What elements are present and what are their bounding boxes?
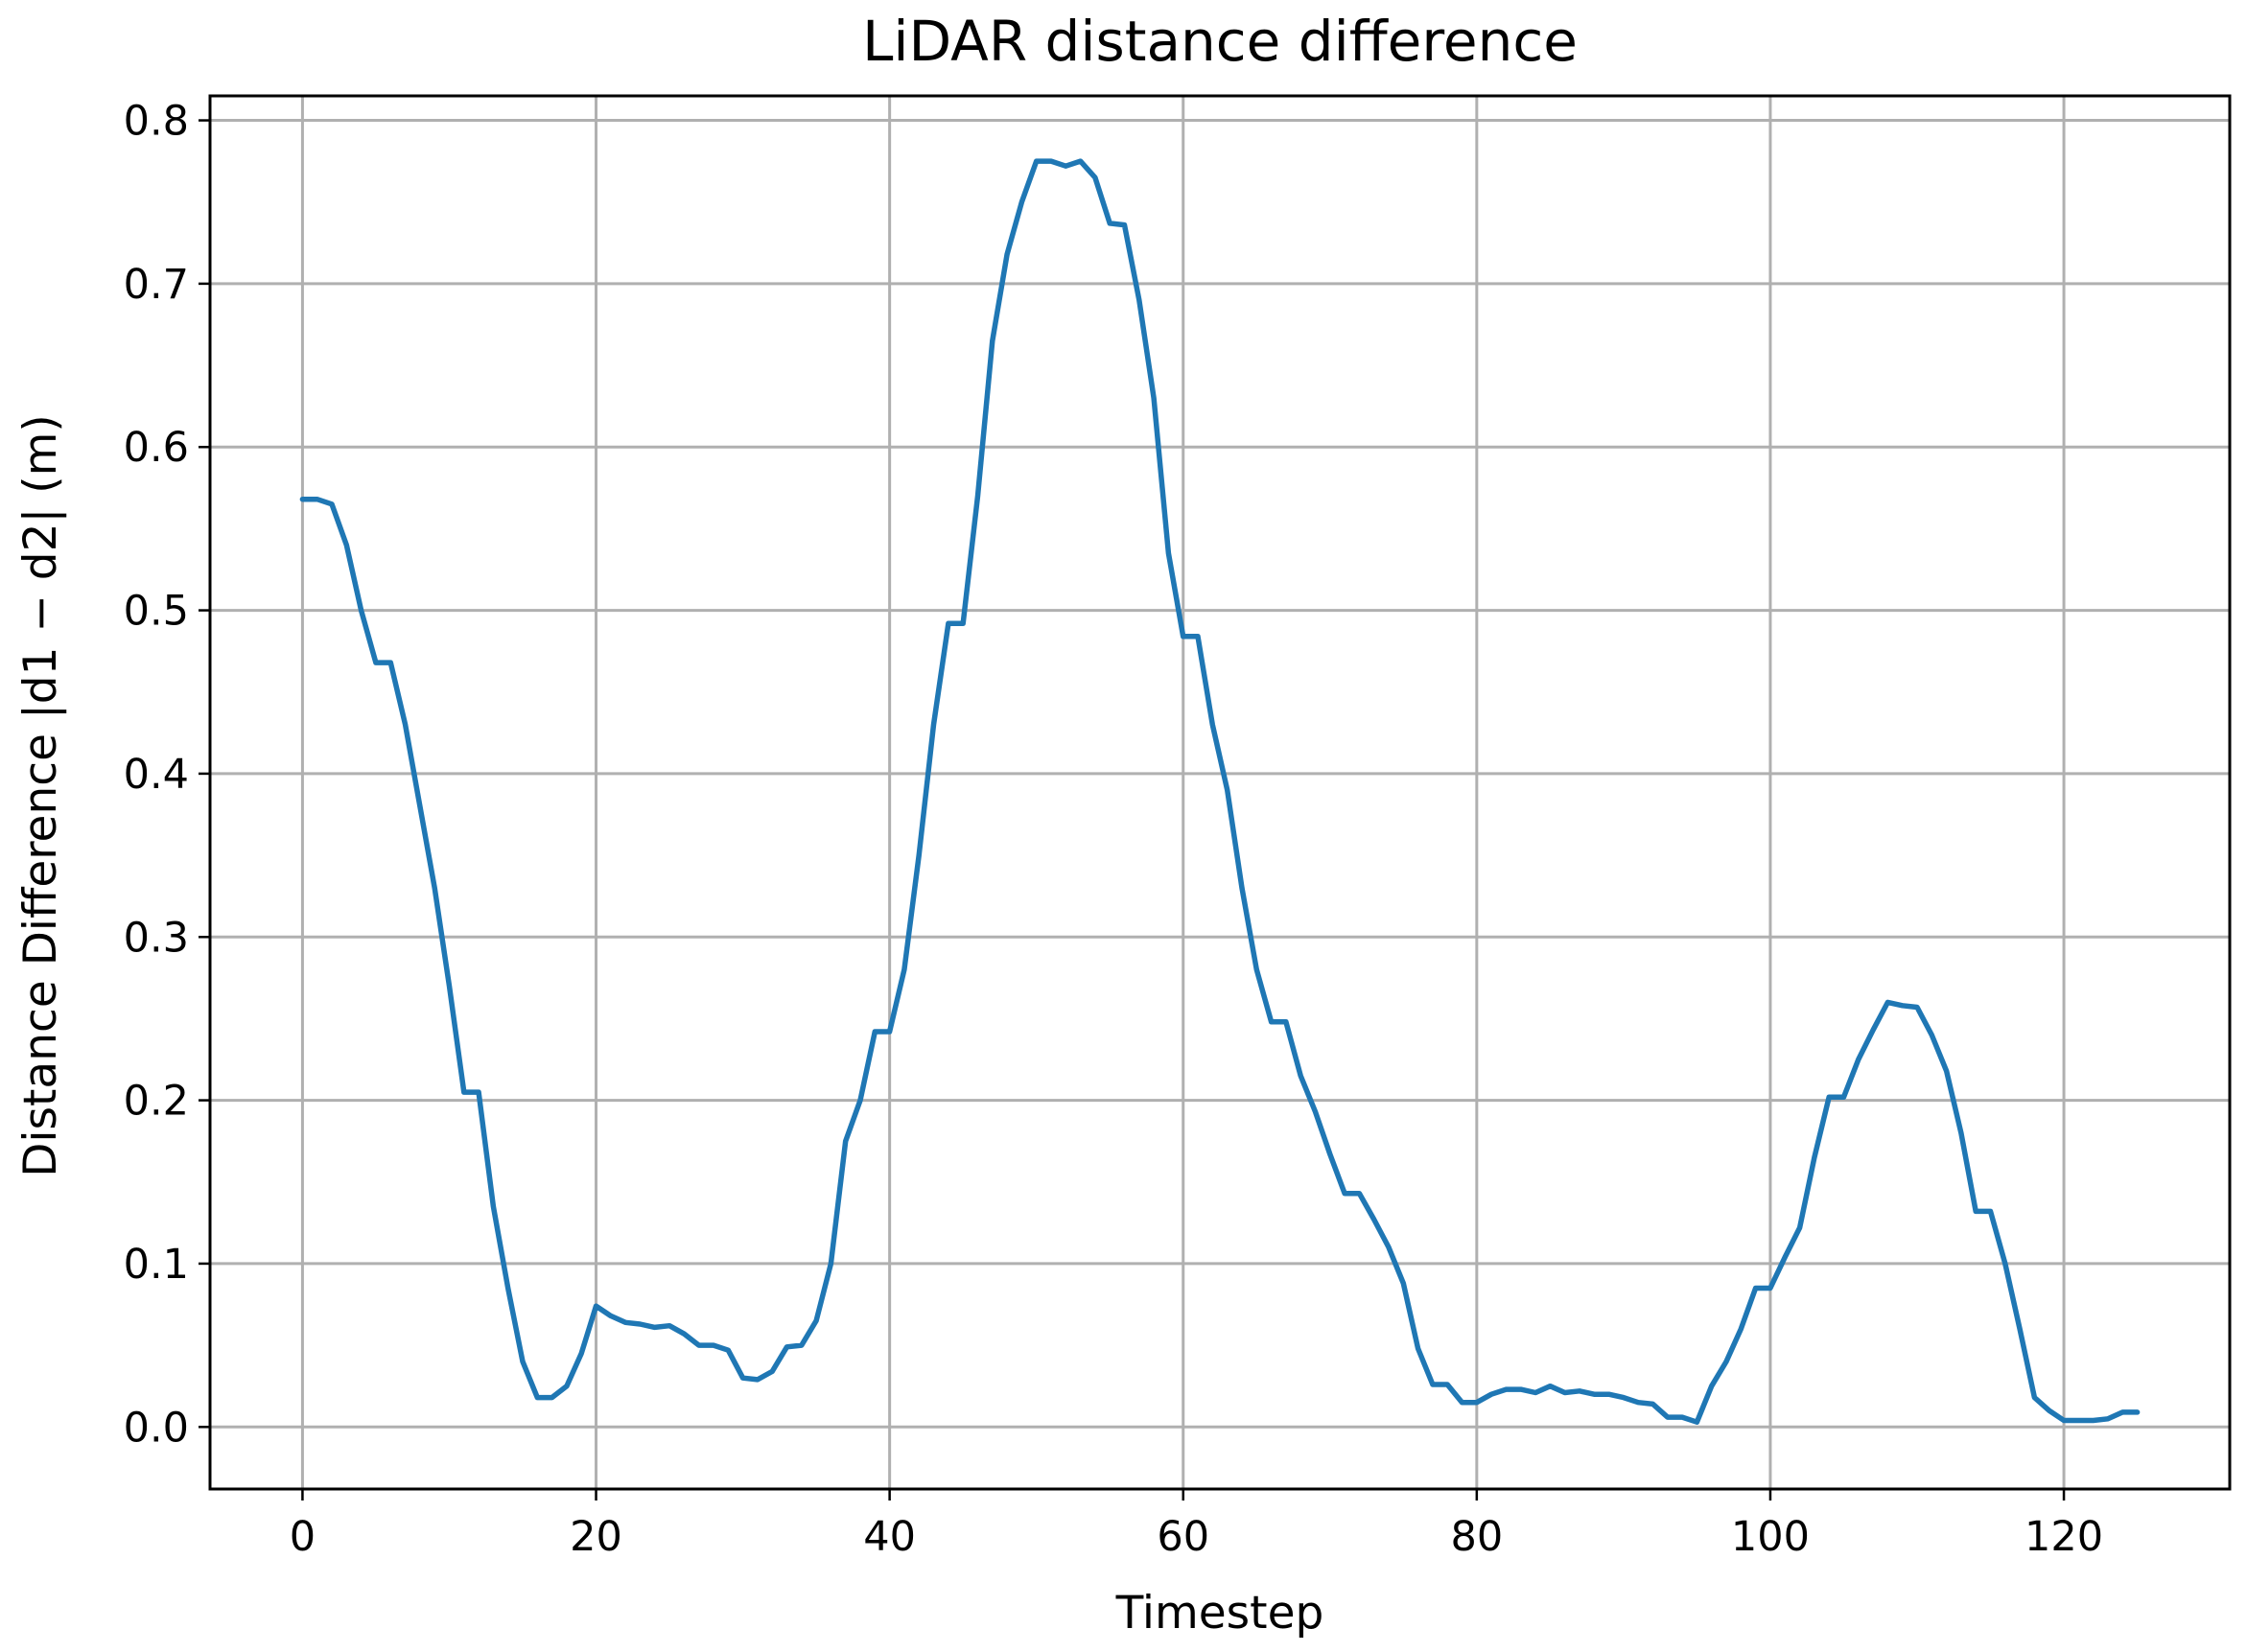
axis-ticks: 0 20 40 60 80 100 120 0.0 0.1 0.2 0.3 0.4 0.5 0.6 0.7 0… bbox=[124, 98, 2103, 1561]
x-tick-label: 20 bbox=[570, 1513, 622, 1561]
y-tick-label: 0.7 bbox=[124, 261, 189, 309]
x-tick-label: 40 bbox=[863, 1513, 916, 1561]
y-axis-label: Distance Difference |d1 − d2| (m) bbox=[14, 414, 67, 1177]
y-tick-label: 0.0 bbox=[124, 1404, 189, 1452]
y-tick-label: 0.6 bbox=[124, 424, 189, 472]
x-tick-label: 0 bbox=[290, 1513, 316, 1561]
y-tick-label: 0.3 bbox=[124, 914, 189, 962]
y-tick-label: 0.1 bbox=[124, 1241, 189, 1289]
x-tick-label: 100 bbox=[1731, 1513, 1810, 1561]
y-tick-label: 0.4 bbox=[124, 751, 189, 799]
x-axis-label: Timestep bbox=[1115, 1587, 1324, 1640]
x-tick-label: 120 bbox=[2025, 1513, 2103, 1561]
y-tick-label: 0.5 bbox=[124, 588, 189, 636]
y-tick-label: 0.2 bbox=[124, 1078, 189, 1126]
grid-lines bbox=[210, 96, 2230, 1489]
plot-area-frame bbox=[208, 94, 2232, 1491]
x-tick-label: 80 bbox=[1450, 1513, 1503, 1561]
series-line bbox=[299, 158, 2141, 1425]
series-layer bbox=[299, 158, 2141, 1425]
y-tick-label: 0.8 bbox=[124, 98, 189, 146]
chart-title: LiDAR distance difference bbox=[862, 9, 1578, 74]
x-tick-label: 60 bbox=[1157, 1513, 1209, 1561]
